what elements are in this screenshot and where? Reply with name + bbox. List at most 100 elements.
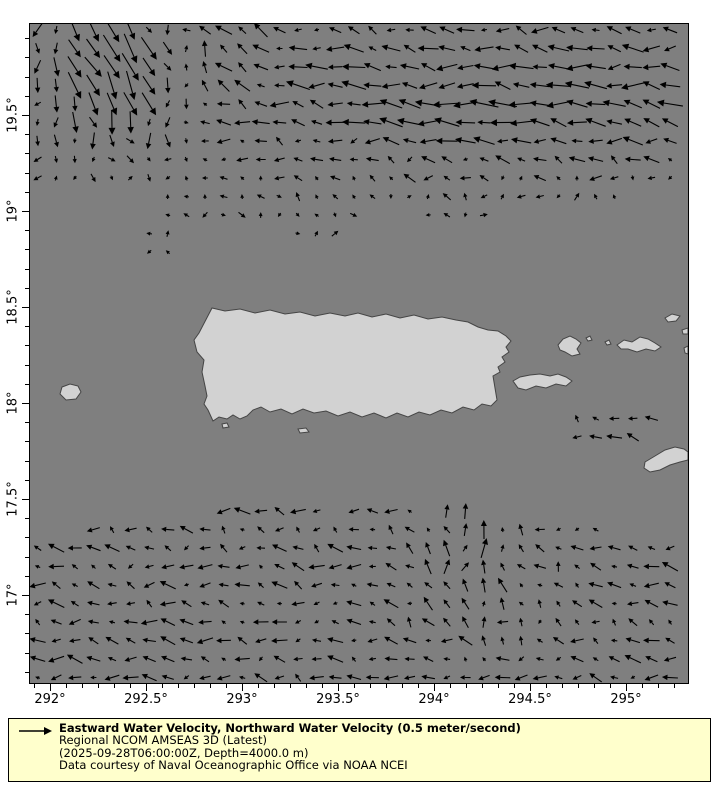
x-major-tick	[242, 684, 243, 691]
map-plot-area	[29, 23, 689, 684]
x-minor-tick	[498, 684, 499, 688]
y-minor-tick	[25, 422, 29, 424]
island-culebrita	[585, 335, 593, 342]
x-minor-tick	[226, 684, 227, 688]
x-minor-tick	[370, 684, 371, 688]
y-minor-tick	[25, 537, 29, 539]
y-tick-label: 18°	[5, 391, 21, 415]
y-minor-tick	[25, 556, 29, 558]
x-minor-tick	[578, 684, 579, 688]
x-minor-tick	[98, 684, 99, 688]
island-st-croix	[643, 446, 688, 473]
legend-dataset: Regional NCOM AMSEAS 3D (Latest)	[59, 733, 268, 748]
arrow-shafts	[34, 24, 683, 683]
x-minor-tick	[34, 684, 35, 688]
y-major-tick	[22, 115, 29, 116]
y-tick-label: 19.5°	[5, 97, 21, 133]
island-caja-de-muertos	[297, 427, 310, 434]
velocity-field-map	[30, 24, 688, 683]
x-minor-tick	[546, 684, 547, 688]
x-minor-tick	[466, 684, 467, 688]
x-minor-tick	[290, 684, 291, 688]
y-minor-tick	[25, 57, 29, 59]
y-minor-tick	[25, 153, 29, 155]
y-minor-tick	[25, 249, 29, 251]
x-major-tick	[338, 684, 339, 691]
x-minor-tick	[274, 684, 275, 688]
legend-timestamp-depth: (2025-09-28T06:00:00Z, Depth=4000.0 m)	[59, 745, 309, 760]
y-tick-label: 19°	[5, 199, 21, 223]
x-minor-tick	[210, 684, 211, 688]
legend-title: Eastward Water Velocity, Northward Water…	[59, 721, 521, 735]
y-minor-tick	[25, 95, 29, 97]
x-minor-tick	[66, 684, 67, 688]
x-minor-tick	[82, 684, 83, 688]
y-minor-tick	[25, 172, 29, 174]
y-minor-tick	[25, 633, 29, 635]
island-islets-northeast-a	[664, 313, 681, 323]
x-minor-tick	[114, 684, 115, 688]
x-tick-label: 294°	[418, 692, 450, 707]
island-st-thomas	[616, 336, 662, 353]
x-minor-tick	[674, 684, 675, 688]
y-minor-tick	[25, 479, 29, 481]
x-tick-label: 295°	[610, 692, 642, 707]
y-minor-tick	[25, 38, 29, 40]
island-islet-east-edge	[683, 345, 688, 355]
y-minor-tick	[25, 191, 29, 193]
x-minor-tick	[178, 684, 179, 688]
reference-arrow-icon	[19, 727, 52, 735]
legend-text-block: Eastward Water Velocity, Northward Water…	[59, 722, 521, 772]
x-tick-label: 293.5°	[316, 692, 360, 707]
y-major-tick	[22, 307, 29, 308]
y-tick-label: 17°	[5, 583, 21, 607]
island-culebra	[557, 335, 582, 357]
x-minor-tick	[162, 684, 163, 688]
y-minor-tick	[25, 345, 29, 347]
x-minor-tick	[322, 684, 323, 688]
x-major-tick	[530, 684, 531, 691]
x-minor-tick	[594, 684, 595, 688]
arrow-heads	[30, 24, 673, 681]
x-minor-tick	[514, 684, 515, 688]
x-minor-tick	[306, 684, 307, 688]
y-minor-tick	[25, 230, 29, 232]
legend-courtesy: Data courtesy of Naval Oceanographic Off…	[59, 758, 408, 773]
y-minor-tick	[25, 383, 29, 385]
y-minor-tick	[25, 460, 29, 462]
y-minor-tick	[25, 326, 29, 328]
y-major-tick	[22, 211, 29, 212]
x-minor-tick	[386, 684, 387, 688]
x-major-tick	[146, 684, 147, 691]
y-minor-tick	[25, 518, 29, 520]
x-minor-tick	[562, 684, 563, 688]
x-minor-tick	[450, 684, 451, 688]
island-islets-northeast-b	[681, 327, 688, 335]
y-minor-tick	[25, 614, 29, 616]
x-minor-tick	[418, 684, 419, 688]
y-minor-tick	[25, 441, 29, 443]
y-minor-tick	[25, 287, 29, 289]
y-tick-label: 18.5°	[5, 289, 21, 325]
x-minor-tick	[610, 684, 611, 688]
y-minor-tick	[25, 268, 29, 270]
y-minor-tick	[25, 671, 29, 673]
y-minor-tick	[25, 364, 29, 366]
island-mona-island	[59, 383, 82, 401]
y-minor-tick	[25, 76, 29, 78]
velocity-arrows-layer	[30, 24, 683, 683]
x-tick-label: 294.5°	[508, 692, 552, 707]
x-tick-label: 292°	[34, 692, 66, 707]
y-minor-tick	[25, 575, 29, 577]
y-tick-label: 17.5°	[5, 481, 21, 517]
island-puerto-rico	[193, 307, 512, 422]
x-minor-tick	[482, 684, 483, 688]
x-tick-label: 293°	[226, 692, 258, 707]
x-minor-tick	[130, 684, 131, 688]
y-minor-tick	[25, 652, 29, 654]
x-major-tick	[626, 684, 627, 691]
x-minor-tick	[642, 684, 643, 688]
y-major-tick	[22, 595, 29, 596]
x-minor-tick	[354, 684, 355, 688]
